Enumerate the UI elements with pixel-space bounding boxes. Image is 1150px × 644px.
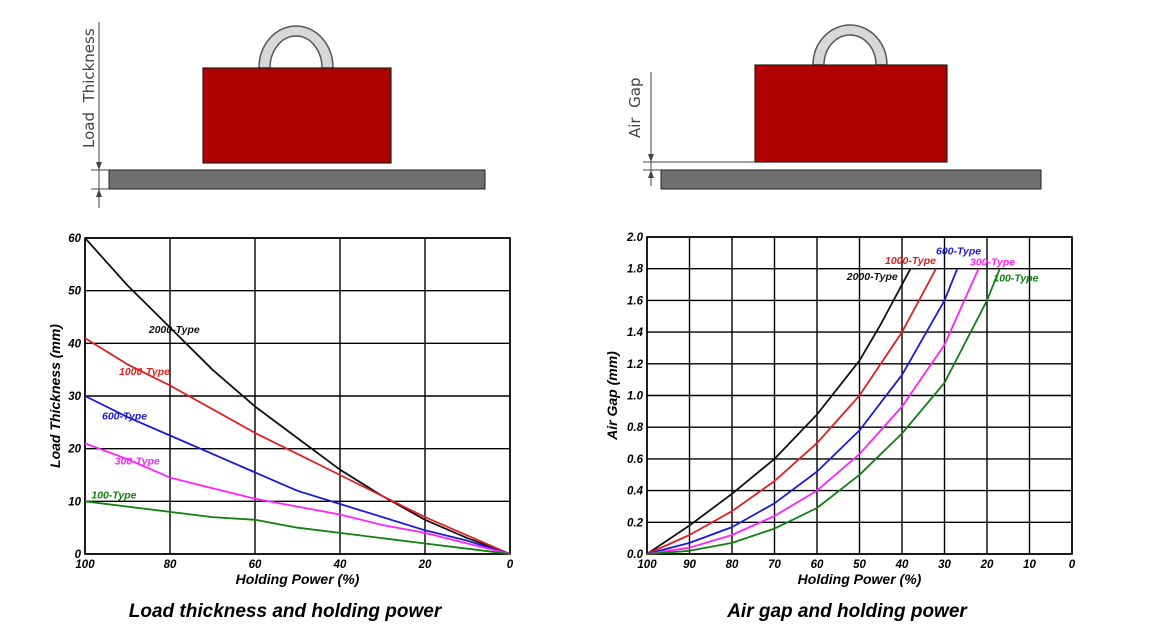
- y-tick-label: 1.8: [627, 264, 644, 276]
- series-line: [646, 268, 937, 555]
- y-tick-label: 1.2: [627, 359, 644, 371]
- y-tick-label: 30: [68, 391, 81, 403]
- y-tick-label: 0.0: [627, 549, 644, 561]
- x-tick-label: 0: [1069, 559, 1076, 571]
- x-tick-label: 40: [333, 559, 347, 571]
- series-label: 600-Type: [102, 411, 147, 423]
- y-tick-label: 10: [68, 496, 81, 508]
- series-label: 2000-Type: [846, 271, 898, 283]
- y-tick-label: 0.4: [627, 486, 644, 498]
- series-2000-type: 2000-Type: [646, 268, 912, 555]
- steel-plate-left: [108, 169, 486, 190]
- plot-frame: [646, 236, 1073, 555]
- y-axis-label: Load Thickness (mm): [47, 324, 63, 468]
- x-tick-label: 70: [768, 559, 781, 571]
- air-gap-diagram: Air Gap: [626, 24, 1042, 190]
- grid: [646, 236, 1073, 555]
- y-tick-label: 20: [67, 444, 81, 456]
- series-line: [84, 500, 511, 555]
- x-tick-label: 10: [1023, 559, 1036, 571]
- series-line: [646, 268, 912, 555]
- series-line: [646, 268, 980, 555]
- y-tick-label: 0.2: [627, 517, 644, 529]
- series-line: [84, 395, 511, 555]
- load-thickness-dimension-label: Load Thickness: [80, 28, 98, 148]
- x-tick-label: 40: [895, 559, 909, 571]
- series-label: 300-Type: [970, 257, 1015, 269]
- series-label: 1000-Type: [119, 366, 170, 378]
- x-tick-label: 30: [938, 559, 951, 571]
- x-tick-label: 50: [853, 559, 866, 571]
- series-line: [646, 268, 959, 555]
- y-tick-label: 0.8: [627, 422, 644, 434]
- magnet-block-right: [754, 64, 948, 163]
- load-thickness-diagram: Load Thickness: [80, 22, 486, 208]
- x-tick-label: 100: [75, 559, 95, 571]
- y-axis-label: Air Gap (mm): [604, 351, 620, 441]
- series-label: 2000-Type: [148, 324, 200, 336]
- x-axis-label: Holding Power (%): [798, 571, 922, 587]
- series-line: [646, 268, 1001, 555]
- caption-air-gap: Air gap and holding power: [726, 601, 968, 622]
- series-line: [84, 442, 511, 555]
- y-tick-label: 0: [75, 549, 82, 561]
- series-1000-type: 1000-Type: [646, 255, 937, 555]
- series-label: 300-Type: [115, 455, 160, 467]
- series-300-type: 300-Type: [646, 257, 1015, 555]
- series-100-type: 100-Type: [84, 490, 511, 555]
- magnet-handle-right: [812, 24, 888, 66]
- x-tick-label: 90: [683, 559, 696, 571]
- x-tick-label: 60: [249, 559, 262, 571]
- series-1000-type: 1000-Type: [84, 337, 511, 555]
- y-tick-label: 60: [68, 233, 81, 245]
- x-tick-label: 80: [164, 559, 177, 571]
- x-tick-label: 20: [418, 559, 432, 571]
- x-tick-label: 100: [637, 559, 657, 571]
- series-300-type: 300-Type: [84, 442, 511, 555]
- series-600-type: 600-Type: [84, 395, 511, 555]
- series-600-type: 600-Type: [646, 245, 981, 555]
- series-line: [84, 337, 511, 555]
- y-tick-label: 1.6: [627, 295, 644, 307]
- x-tick-label: 20: [980, 559, 994, 571]
- y-tick-label: 2.0: [626, 232, 644, 244]
- series-line: [84, 237, 511, 555]
- series-2000-type: 2000-Type: [84, 237, 511, 555]
- magnet-block-left: [202, 67, 392, 164]
- grid: [84, 237, 511, 555]
- air-gap-dimension-label: Air Gap: [626, 78, 644, 138]
- x-axis-label: Holding Power (%): [236, 571, 360, 587]
- y-tick-label: 1.0: [627, 391, 644, 403]
- air-gap-chart: 100 90 80 70 60 50 40 30 20 10 00.00.20.40.60.81.0…: [604, 232, 1076, 587]
- series-label: 1000-Type: [885, 255, 936, 267]
- y-tick-label: 0.6: [627, 454, 644, 466]
- series-100-type: 100-Type: [646, 268, 1039, 555]
- y-tick-label: 1.4: [627, 327, 644, 339]
- y-tick-label: 50: [68, 286, 81, 298]
- x-tick-label: 60: [811, 559, 824, 571]
- x-tick-label: 80: [726, 559, 739, 571]
- magnet-handle-left: [258, 25, 334, 69]
- series-label: 100-Type: [91, 490, 136, 502]
- y-tick-label: 40: [67, 338, 81, 350]
- caption-load-thickness: Load thickness and holding power: [129, 601, 443, 622]
- series-label: 100-Type: [993, 272, 1038, 284]
- series-label: 600-Type: [936, 245, 981, 257]
- steel-plate-right: [660, 169, 1042, 190]
- x-tick-label: 0: [507, 559, 514, 571]
